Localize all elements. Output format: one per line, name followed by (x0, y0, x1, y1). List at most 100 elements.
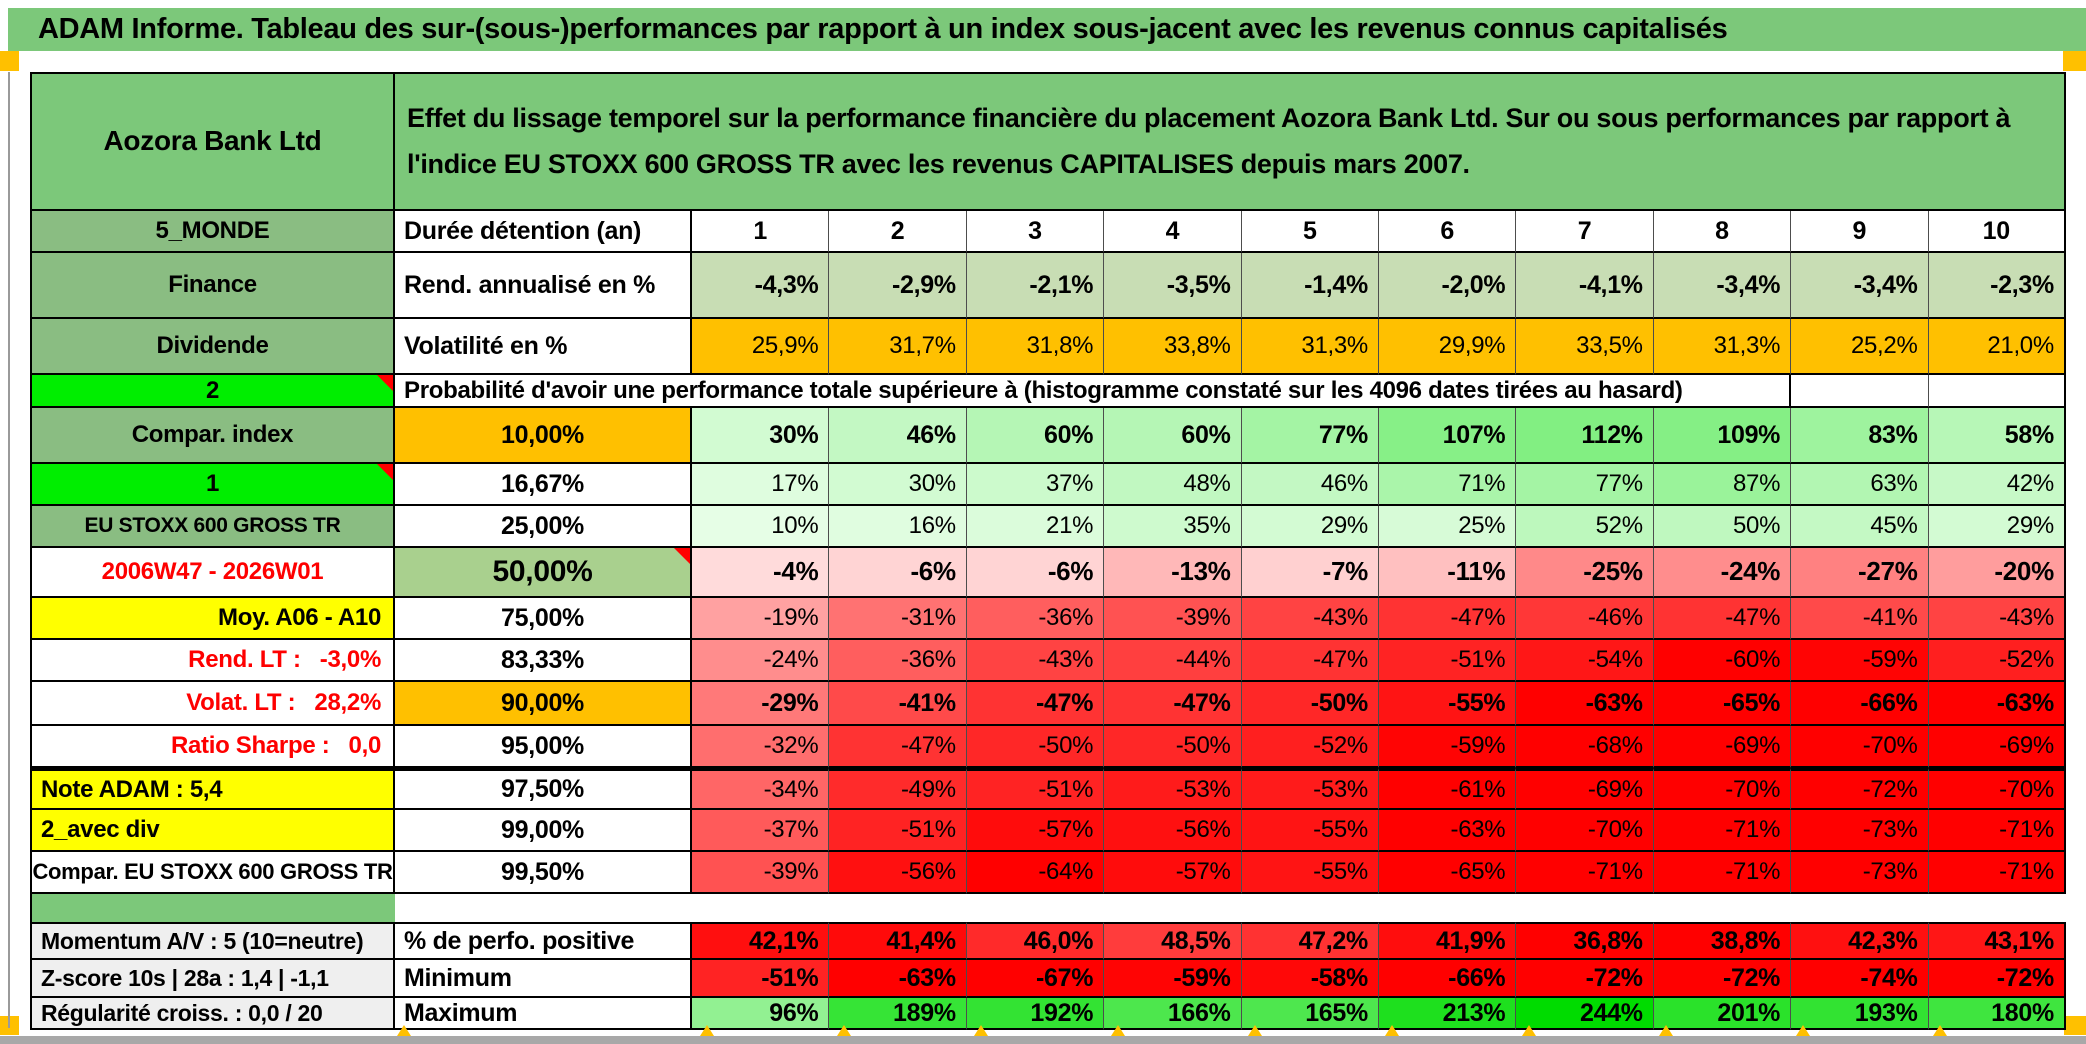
value-cell[interactable]: -43% (1928, 598, 2066, 640)
value-cell[interactable]: -25% (1516, 548, 1654, 598)
value-cell[interactable]: -63% (829, 960, 967, 998)
value-cell[interactable]: -71% (1653, 810, 1792, 852)
value-cell[interactable]: -64% (966, 852, 1105, 894)
value-cell[interactable]: 109% (1653, 408, 1792, 464)
value-cell[interactable]: -41% (829, 682, 967, 726)
value-cell[interactable]: 201% (1653, 998, 1792, 1030)
metric-cell[interactable]: Durée détention (an) (395, 211, 692, 253)
value-cell[interactable]: -56% (1104, 810, 1242, 852)
entity-name-cell[interactable]: Aozora Bank Ltd (32, 74, 395, 211)
value-cell[interactable]: -3,4% (1653, 253, 1792, 319)
value-cell[interactable]: 7 (1516, 211, 1654, 253)
value-cell[interactable]: 33,8% (1104, 319, 1242, 375)
value-cell[interactable]: -71% (1653, 852, 1792, 894)
value-cell[interactable]: 77% (1516, 464, 1654, 506)
value-cell[interactable]: -6% (829, 548, 967, 598)
value-cell[interactable]: 189% (829, 998, 967, 1030)
value-cell[interactable]: -63% (1378, 810, 1517, 852)
value-cell[interactable]: -4,3% (692, 253, 830, 319)
value-cell[interactable]: 165% (1241, 998, 1379, 1030)
value-cell[interactable]: -2,1% (966, 253, 1105, 319)
value-cell[interactable]: -57% (1104, 852, 1242, 894)
value-cell[interactable]: -52% (1928, 640, 2066, 682)
row-label-cell[interactable]: Régularité croiss. : 0,0 / 20 (32, 998, 395, 1030)
value-cell[interactable]: -59% (1104, 960, 1242, 998)
value-cell[interactable]: -1,4% (1241, 253, 1379, 319)
value-cell[interactable]: -63% (1928, 682, 2066, 726)
value-cell[interactable]: -2,3% (1928, 253, 2066, 319)
value-cell[interactable]: -72% (1653, 960, 1792, 998)
value-cell[interactable]: 112% (1516, 408, 1654, 464)
value-cell[interactable]: 21,0% (1928, 319, 2066, 375)
value-cell[interactable]: -39% (1104, 598, 1242, 640)
row-label-cell[interactable]: EU STOXX 600 GROSS TR (32, 506, 395, 548)
value-cell[interactable]: 31,8% (966, 319, 1105, 375)
value-cell[interactable]: -47% (1378, 598, 1517, 640)
value-cell[interactable]: 47,2% (1241, 922, 1379, 960)
title-row-cell[interactable]: ADAM Informe. Tableau des sur-(sous-)per… (8, 8, 2086, 51)
value-cell[interactable]: 2 (829, 211, 967, 253)
value-cell[interactable]: -70% (1653, 768, 1792, 810)
value-cell[interactable]: 4 (1104, 211, 1242, 253)
value-cell[interactable]: -29% (692, 682, 830, 726)
value-cell[interactable]: -53% (1241, 768, 1379, 810)
value-cell[interactable]: -47% (1241, 640, 1379, 682)
value-cell[interactable]: -51% (1378, 640, 1517, 682)
value-cell[interactable]: -70% (1791, 726, 1929, 768)
metric-cell[interactable]: % de perfo. positive (395, 922, 692, 960)
value-cell[interactable]: -68% (1516, 726, 1654, 768)
value-cell[interactable]: -71% (1928, 852, 2066, 894)
value-cell[interactable]: 180% (1928, 998, 2066, 1030)
value-cell[interactable]: -36% (829, 640, 967, 682)
value-cell[interactable]: -19% (692, 598, 830, 640)
value-cell[interactable]: -56% (829, 852, 967, 894)
value-cell[interactable]: 25,9% (692, 319, 830, 375)
value-cell[interactable]: -47% (1104, 682, 1242, 726)
value-cell[interactable]: 60% (1104, 408, 1242, 464)
metric-cell[interactable]: 99,50% (395, 852, 692, 894)
value-cell[interactable]: -7% (1241, 548, 1379, 598)
value-cell[interactable]: -55% (1241, 852, 1379, 894)
row-label-cell[interactable]: 2_avec div (32, 810, 395, 852)
value-cell[interactable]: 193% (1791, 998, 1929, 1030)
value-cell[interactable]: -65% (1653, 682, 1792, 726)
value-cell[interactable]: -50% (966, 726, 1105, 768)
value-cell[interactable]: 25% (1378, 506, 1517, 548)
value-cell[interactable]: 25,2% (1791, 319, 1929, 375)
value-cell[interactable]: 43,1% (1928, 922, 2066, 960)
value-cell[interactable]: -24% (692, 640, 830, 682)
metric-cell[interactable]: 16,67% (395, 464, 692, 506)
value-cell[interactable]: 33,5% (1516, 319, 1654, 375)
value-cell[interactable]: 50% (1653, 506, 1792, 548)
value-cell[interactable]: -63% (1516, 682, 1654, 726)
row-label-cell[interactable]: Note ADAM : 5,4 (32, 768, 395, 810)
value-cell[interactable]: 29% (1241, 506, 1379, 548)
value-cell[interactable]: -61% (1378, 768, 1517, 810)
value-cell[interactable]: 48% (1104, 464, 1242, 506)
value-cell[interactable]: 8 (1653, 211, 1792, 253)
value-cell[interactable]: -70% (1516, 810, 1654, 852)
metric-cell[interactable]: 25,00% (395, 506, 692, 548)
value-cell[interactable]: 46,0% (966, 922, 1105, 960)
value-cell[interactable]: -50% (1241, 682, 1379, 726)
value-cell[interactable]: 36,8% (1516, 922, 1654, 960)
value-cell[interactable]: 48,5% (1104, 922, 1242, 960)
value-cell[interactable]: -2,9% (829, 253, 967, 319)
value-cell[interactable]: 16% (829, 506, 967, 548)
value-cell[interactable]: 3 (966, 211, 1105, 253)
metric-cell[interactable]: 50,00% (395, 548, 692, 598)
value-cell[interactable]: 71% (1378, 464, 1517, 506)
empty-cell[interactable] (1791, 375, 1929, 408)
value-cell[interactable]: -50% (1104, 726, 1242, 768)
value-cell[interactable]: 63% (1791, 464, 1929, 506)
row-label-cell[interactable]: Rend. LT : -3,0% (32, 640, 395, 682)
value-cell[interactable]: 244% (1516, 998, 1654, 1030)
value-cell[interactable]: -47% (829, 726, 967, 768)
metric-cell[interactable]: 99,00% (395, 810, 692, 852)
metric-cell[interactable]: 83,33% (395, 640, 692, 682)
value-cell[interactable]: -41% (1791, 598, 1929, 640)
value-cell[interactable]: -51% (966, 768, 1105, 810)
value-cell[interactable]: 37% (966, 464, 1105, 506)
value-cell[interactable]: -52% (1241, 726, 1379, 768)
value-cell[interactable]: -20% (1928, 548, 2066, 598)
